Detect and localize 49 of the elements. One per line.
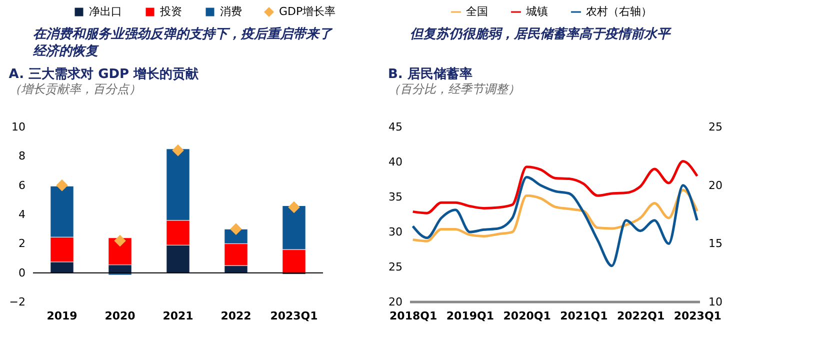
point bbox=[56, 179, 68, 192]
y2-tick-label: 25 bbox=[708, 120, 722, 134]
legend-label: 投资 bbox=[159, 5, 182, 18]
chart-title: A. 三大需求对 GDP 增长的贡献 bbox=[8, 66, 200, 82]
y-tick-label: 0 bbox=[18, 266, 26, 280]
y-tick-label: 4 bbox=[18, 208, 26, 221]
x-tick-label: 2023Q1 bbox=[674, 310, 722, 322]
x-tick-label: 2022 bbox=[220, 310, 252, 322]
x-tick-label: 2021 bbox=[162, 310, 194, 322]
legend-label: 城镇 bbox=[525, 5, 548, 18]
y2-tick-label: 15 bbox=[708, 237, 722, 250]
line-series bbox=[412, 176, 698, 268]
point bbox=[288, 201, 300, 214]
x-tick-label: 2023Q1 bbox=[270, 310, 318, 322]
chart-subtitle: （增长贡献率，百分点） bbox=[8, 82, 141, 96]
y-tick-label: 25 bbox=[388, 260, 402, 274]
legend-label: 农村（右轴） bbox=[586, 5, 652, 18]
y-tick-label: 30 bbox=[388, 226, 402, 238]
point bbox=[230, 223, 242, 235]
y-tick-label: 40 bbox=[388, 156, 402, 168]
line-series bbox=[412, 188, 698, 242]
x-tick-label: 2020 bbox=[104, 310, 136, 322]
legend-label: 净出口 bbox=[89, 5, 122, 18]
y-tick-label: 45 bbox=[388, 120, 402, 134]
legend-label: 全国 bbox=[466, 5, 488, 18]
legend-label: GDP增长率 bbox=[279, 5, 336, 18]
y-tick-label: 8 bbox=[18, 150, 26, 163]
y-tick-label: 2 bbox=[18, 237, 26, 250]
point bbox=[114, 234, 126, 247]
y-tick-label: 6 bbox=[18, 178, 26, 192]
x-tick-label: 2018Q1 bbox=[390, 310, 438, 322]
y-tick-label: 20 bbox=[388, 296, 402, 308]
x-tick-label: 2019 bbox=[46, 310, 78, 322]
x-tick-label: 2019Q1 bbox=[446, 310, 494, 322]
y2-tick-label: 10 bbox=[708, 296, 722, 308]
x-tick-label: 2021Q1 bbox=[560, 310, 608, 322]
y-tick-label: 10 bbox=[12, 120, 26, 134]
y-tick-label: 35 bbox=[388, 190, 402, 204]
chart-title: B. 居民储蓄率 bbox=[388, 66, 472, 82]
chart-subtitle: （百分比，经季节调整） bbox=[388, 82, 520, 96]
x-tick-label: 2022Q1 bbox=[616, 310, 665, 322]
line-series bbox=[412, 160, 698, 214]
point bbox=[172, 144, 184, 156]
text: 但复苏仍很脆弱，居民储蓄率高于疫情前水平 bbox=[410, 26, 672, 42]
legend-label: 消费 bbox=[220, 5, 242, 18]
text: 在消费和服务业强劲反弹的支持下，疫后重启带来了经济的恢复 bbox=[32, 26, 333, 59]
x-tick-label: 2020Q1 bbox=[503, 310, 551, 322]
y2-tick-label: 20 bbox=[708, 178, 722, 192]
y-tick-label: −2 bbox=[9, 296, 26, 308]
